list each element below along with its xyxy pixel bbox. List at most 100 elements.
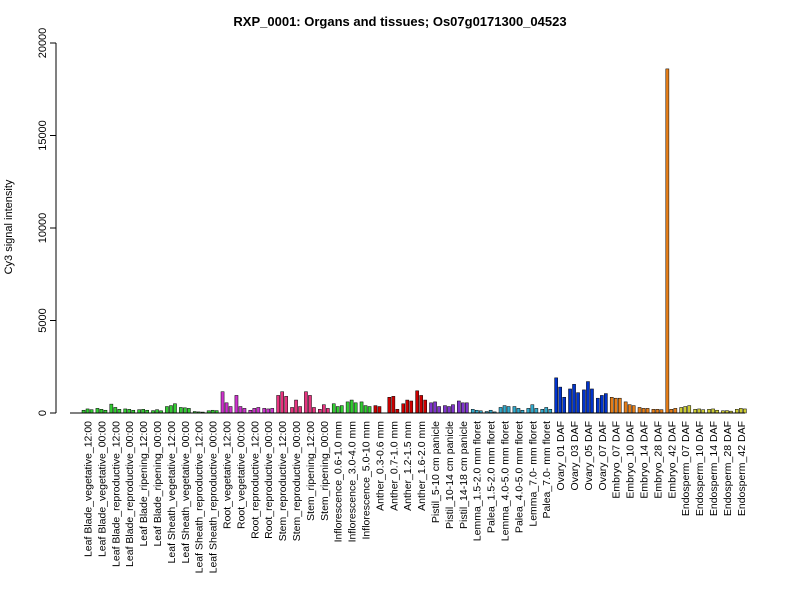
bar bbox=[127, 409, 132, 414]
x-tick-label: Root_vegetative_00:00 bbox=[235, 421, 247, 529]
y-tick-label: 5000 bbox=[37, 308, 49, 332]
bar bbox=[743, 408, 747, 414]
bar bbox=[512, 406, 517, 414]
bar bbox=[228, 406, 233, 414]
bar bbox=[173, 403, 177, 414]
bar bbox=[586, 381, 590, 414]
bar bbox=[262, 408, 267, 414]
bar bbox=[641, 408, 646, 414]
bar bbox=[353, 402, 358, 414]
bar bbox=[401, 403, 406, 414]
bar bbox=[99, 409, 104, 414]
x-axis-labels: Leaf Blade_vegetative_12:00 Leaf Blade_ve… bbox=[83, 421, 748, 574]
bar bbox=[183, 407, 187, 414]
bar bbox=[405, 399, 410, 414]
bar bbox=[516, 408, 521, 414]
x-tick-label: Leaf Blade_vegetative_00:00 bbox=[96, 421, 108, 557]
x-tick-label: Leaf Sheath_vegetative_00:00 bbox=[180, 421, 192, 564]
x-tick-label: Lemma_7.0- mm floret bbox=[527, 421, 539, 527]
x-tick-label: Endosperm_28 DAF bbox=[722, 421, 734, 516]
y-axis: 0 5000 10000 15000 20000 bbox=[37, 28, 57, 416]
x-tick-label: Pistil_14-18 cm panicle bbox=[458, 421, 470, 529]
x-tick-label: Embryo_14 DAF bbox=[639, 421, 651, 499]
x-tick-label: Ovary_05 DAF bbox=[583, 421, 595, 490]
bar bbox=[609, 397, 614, 414]
bar bbox=[391, 396, 396, 414]
bar bbox=[604, 393, 608, 414]
bar bbox=[687, 405, 692, 414]
x-tick-label: Stem_reproductive_00:00 bbox=[291, 421, 303, 541]
bar bbox=[447, 406, 451, 414]
x-tick-label: Leaf Sheath_reproductive_00:00 bbox=[208, 421, 220, 574]
bar bbox=[623, 401, 628, 414]
x-tick-label: Inflorescence_5.0-10 mm bbox=[361, 421, 373, 540]
bar bbox=[562, 397, 566, 414]
y-axis-label: Cy3 signal intensity bbox=[3, 179, 15, 274]
x-tick-label: Stem_reproductive_12:00 bbox=[277, 421, 289, 541]
bar bbox=[679, 407, 684, 414]
bar bbox=[95, 408, 100, 414]
bar bbox=[395, 409, 400, 414]
bar bbox=[637, 407, 642, 414]
bar bbox=[572, 384, 576, 414]
bar bbox=[312, 407, 316, 414]
bar bbox=[582, 389, 586, 414]
y-tick-label: 15000 bbox=[37, 120, 49, 151]
bar bbox=[707, 409, 711, 414]
bar bbox=[318, 409, 322, 414]
x-tick-label: Pistil_5-10 cm panicle bbox=[430, 421, 442, 523]
x-tick-label: Leaf Sheath_reproductive_12:00 bbox=[194, 421, 206, 574]
x-tick-label: Anther_1.6-2.0 mm bbox=[416, 421, 428, 511]
bar bbox=[526, 408, 531, 414]
x-tick-label: Stem_ripening_12:00 bbox=[305, 421, 317, 521]
bar bbox=[433, 401, 437, 414]
x-tick-label: Palea_1.5-2.0 mm floret bbox=[486, 421, 498, 533]
bar bbox=[711, 408, 715, 414]
x-tick-label: Embryo_07 DAF bbox=[611, 421, 623, 499]
x-tick-label: Embryo_10 DAF bbox=[625, 421, 637, 499]
x-tick-label: Lemma_4.0-5.0 mm floret bbox=[500, 421, 512, 541]
bar bbox=[284, 396, 288, 414]
y-tick-label: 20000 bbox=[37, 28, 49, 59]
bar bbox=[470, 409, 475, 414]
bar bbox=[280, 391, 284, 414]
bar bbox=[252, 408, 257, 414]
bar bbox=[457, 400, 461, 414]
bar bbox=[443, 405, 447, 414]
bar bbox=[506, 406, 511, 414]
bar bbox=[109, 403, 114, 414]
bar bbox=[669, 409, 674, 414]
x-tick-label: Embryo_42 DAF bbox=[666, 421, 678, 499]
x-tick-label: Ovary_01 DAF bbox=[555, 421, 567, 490]
x-tick-label: Leaf Blade_ripening_12:00 bbox=[138, 421, 150, 547]
bar bbox=[613, 397, 618, 414]
bar bbox=[429, 402, 433, 414]
x-tick-label: Stem_ripening_00:00 bbox=[319, 421, 331, 521]
x-tick-label: Anther_0.3-0.6 mm bbox=[374, 421, 386, 511]
bar bbox=[373, 405, 378, 414]
bar bbox=[423, 399, 427, 414]
bar bbox=[123, 408, 128, 414]
bar bbox=[85, 408, 90, 414]
bar bbox=[290, 407, 294, 414]
bar bbox=[377, 406, 382, 414]
bar bbox=[234, 395, 239, 414]
bar bbox=[276, 395, 280, 414]
bar bbox=[409, 400, 414, 414]
bar bbox=[345, 401, 350, 414]
bar bbox=[322, 404, 326, 414]
bar bbox=[169, 405, 173, 414]
x-tick-label: Inflorescence_3.0-4.0 mm bbox=[347, 421, 359, 543]
bar bbox=[238, 406, 243, 414]
bar bbox=[655, 409, 660, 414]
bar bbox=[651, 409, 656, 414]
bar bbox=[266, 408, 271, 414]
bar bbox=[367, 406, 372, 414]
x-tick-label: Root_vegetative_12:00 bbox=[222, 421, 234, 529]
x-tick-label: Leaf Blade_reproductive_12:00 bbox=[110, 421, 122, 567]
x-tick-label: Pistil_10-14 cm panicle bbox=[444, 421, 456, 529]
bar bbox=[461, 402, 465, 414]
bar bbox=[437, 406, 441, 414]
bar bbox=[298, 406, 302, 414]
bars bbox=[81, 68, 747, 414]
